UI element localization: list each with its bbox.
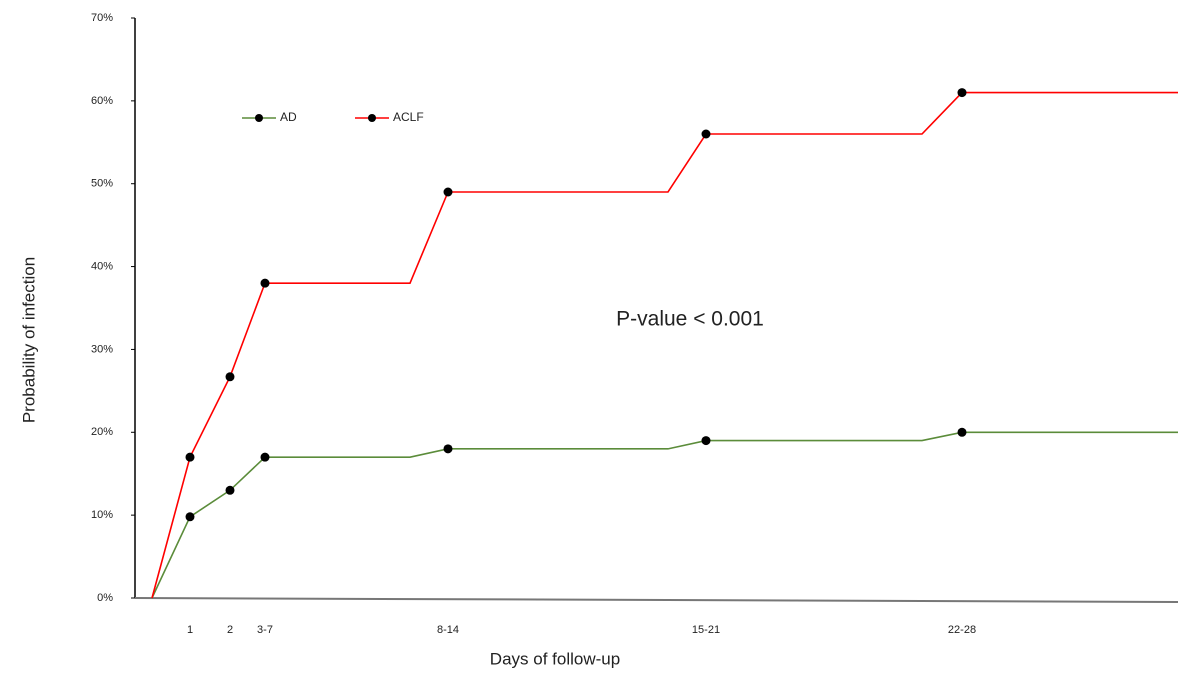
data-point	[260, 452, 270, 462]
y-tick-label: 40%	[91, 260, 113, 272]
data-point	[260, 278, 270, 288]
x-tick-label: 1	[187, 624, 193, 636]
x-tick-label: 8-14	[437, 624, 459, 636]
y-tick-label: 10%	[91, 509, 113, 521]
legend-marker	[368, 114, 376, 122]
y-tick-label: 30%	[91, 343, 113, 355]
x-axis-title: Days of follow-up	[490, 649, 620, 668]
x-tick-label: 22-28	[948, 624, 976, 636]
series-line	[151, 91, 1178, 599]
y-tick-label: 20%	[91, 426, 113, 438]
data-point	[443, 444, 453, 454]
data-point	[185, 452, 195, 462]
x-tick-label: 3-7	[257, 624, 273, 636]
data-point	[443, 187, 453, 197]
legend-marker	[255, 114, 263, 122]
legend-label: AD	[280, 110, 297, 124]
data-point	[701, 129, 711, 139]
data-point	[957, 88, 967, 98]
data-point	[225, 372, 235, 382]
data-point	[185, 512, 195, 522]
series-line	[151, 431, 1178, 599]
y-tick-label: 60%	[91, 95, 113, 107]
y-axis-title: Probability of infection	[19, 257, 38, 423]
y-tick-label: 50%	[91, 178, 113, 190]
data-point	[701, 436, 711, 446]
data-point	[957, 427, 967, 437]
y-tick-label: 0%	[97, 592, 113, 604]
y-tick-label: 70%	[91, 12, 113, 24]
x-tick-label: 15-21	[692, 624, 720, 636]
legend-label: ACLF	[393, 110, 424, 124]
x-axis	[134, 597, 1178, 603]
annotation: P-value < 0.001	[616, 308, 764, 331]
data-point	[225, 485, 235, 495]
x-tick-label: 2	[227, 624, 233, 636]
